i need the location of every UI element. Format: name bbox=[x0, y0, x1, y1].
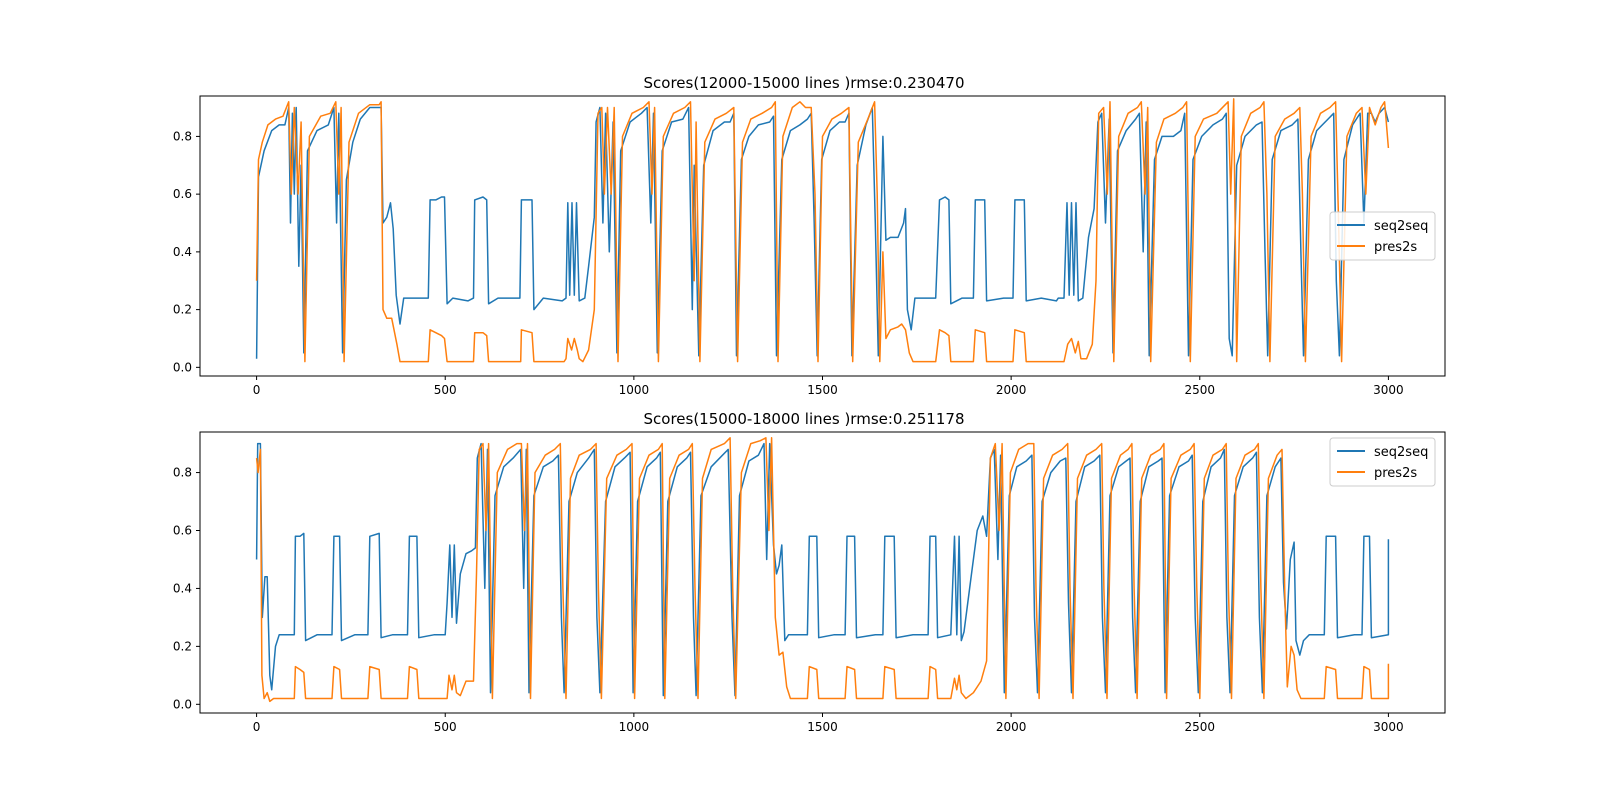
x-tick-label: 3000 bbox=[1373, 720, 1404, 734]
series-line-seq2seq bbox=[255, 106, 1390, 359]
subplot-2-title: Scores(15000-18000 lines )rmse:0.251178 bbox=[644, 410, 965, 428]
x-tick-label: 1500 bbox=[807, 383, 838, 397]
y-tick-label: 0.2 bbox=[173, 303, 192, 317]
subplot-2-legend-label-pres2s: pres2s bbox=[1374, 466, 1417, 481]
x-tick-label: 2500 bbox=[1184, 383, 1215, 397]
subplot-1-legend-label-pres2s: pres2s bbox=[1374, 240, 1417, 255]
y-tick-label: 0.8 bbox=[173, 129, 192, 143]
y-tick-label: 0.4 bbox=[173, 581, 192, 595]
y-tick-label: 0.6 bbox=[173, 187, 192, 201]
x-tick-label: 1000 bbox=[619, 383, 650, 397]
x-tick-label: 500 bbox=[434, 383, 457, 397]
y-tick-label: 0.4 bbox=[173, 245, 192, 259]
subplot-2-legend-label-seq2seq: seq2seq bbox=[1374, 445, 1428, 460]
subplot-2-legend: seq2seq pres2s bbox=[1329, 437, 1436, 487]
x-tick-label: 2500 bbox=[1184, 720, 1215, 734]
series-line-pres2s bbox=[255, 98, 1390, 363]
y-tick-label: 0.2 bbox=[173, 639, 192, 653]
x-tick-label: 0 bbox=[253, 383, 261, 397]
subplot-1-title: Scores(12000-15000 lines )rmse:0.230470 bbox=[644, 74, 965, 92]
x-tick-label: 1500 bbox=[807, 720, 838, 734]
x-tick-label: 2000 bbox=[996, 383, 1027, 397]
x-tick-label: 0 bbox=[253, 720, 261, 734]
x-tick-label: 1000 bbox=[619, 720, 650, 734]
subplot-2: Scores(15000-18000 lines )rmse:0.251178 … bbox=[173, 410, 1446, 734]
subplot-1-ticks: 0 500 1000 1500 2000 2500 3000 0.0 0.2 0.4 0.6 0.8 bbox=[173, 129, 1404, 397]
y-tick-label: 0.0 bbox=[173, 697, 192, 711]
series-line-pres2s bbox=[255, 437, 1390, 703]
subplot-1: Scores(12000-15000 lines )rmse:0.230470 … bbox=[173, 74, 1446, 397]
x-tick-label: 3000 bbox=[1373, 383, 1404, 397]
subplot-1-series bbox=[255, 98, 1390, 363]
x-tick-label: 2000 bbox=[996, 720, 1027, 734]
subplot-2-series bbox=[255, 437, 1390, 703]
subplot-1-legend: seq2seq pres2s bbox=[1329, 211, 1436, 261]
subplot-1-legend-label-seq2seq: seq2seq bbox=[1374, 219, 1428, 234]
x-tick-label: 500 bbox=[434, 720, 457, 734]
subplot-2-ticks: 0 500 1000 1500 2000 2500 3000 0.0 0.2 0.4 0.6 0.8 bbox=[173, 466, 1404, 734]
y-tick-label: 0.6 bbox=[173, 523, 192, 537]
y-tick-label: 0.8 bbox=[173, 466, 192, 480]
y-tick-label: 0.0 bbox=[173, 360, 192, 374]
